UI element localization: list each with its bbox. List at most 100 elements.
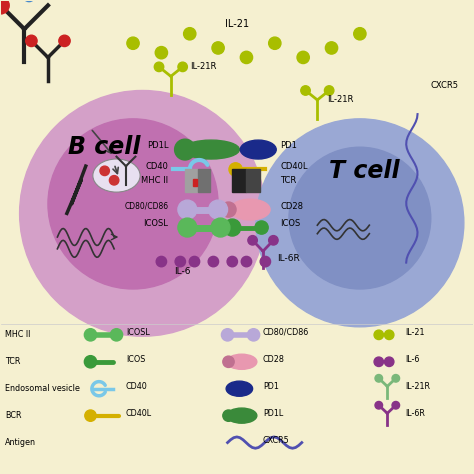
Text: TCR: TCR (281, 176, 297, 185)
Circle shape (208, 256, 219, 267)
Text: CXCR5: CXCR5 (431, 81, 459, 90)
Bar (198, 169, 210, 191)
Circle shape (375, 374, 383, 382)
Circle shape (156, 256, 166, 267)
Text: ICOS: ICOS (126, 355, 146, 364)
Circle shape (289, 147, 431, 289)
Text: CD40: CD40 (126, 382, 148, 391)
Text: CD80/CD86: CD80/CD86 (263, 328, 309, 337)
Circle shape (211, 218, 230, 237)
Text: B cell: B cell (68, 135, 141, 159)
Circle shape (256, 119, 464, 327)
Ellipse shape (221, 202, 236, 217)
Text: PD1L: PD1L (147, 141, 168, 150)
Circle shape (248, 236, 257, 245)
Ellipse shape (240, 140, 276, 159)
Text: Antigen: Antigen (5, 438, 36, 447)
Circle shape (224, 219, 241, 236)
Circle shape (260, 256, 271, 267)
Text: CXCR5: CXCR5 (263, 436, 290, 445)
Circle shape (85, 410, 96, 421)
Circle shape (48, 119, 218, 289)
Text: TCR: TCR (5, 357, 21, 366)
Circle shape (384, 357, 394, 366)
Text: ICOS: ICOS (281, 219, 301, 228)
Text: T cell: T cell (329, 159, 400, 183)
Text: IL-6: IL-6 (405, 355, 419, 364)
Circle shape (354, 27, 366, 40)
Circle shape (109, 175, 119, 185)
Circle shape (324, 86, 334, 95)
Circle shape (155, 46, 167, 59)
Text: IL-21R: IL-21R (405, 382, 430, 391)
Text: IL-21: IL-21 (405, 328, 424, 337)
Text: ICOSL: ICOSL (126, 328, 150, 337)
Ellipse shape (174, 139, 195, 160)
Circle shape (374, 357, 383, 366)
Circle shape (209, 200, 228, 219)
Bar (246, 169, 260, 191)
Text: MHC II: MHC II (141, 176, 168, 185)
Text: CD40L: CD40L (281, 162, 308, 171)
Ellipse shape (223, 356, 234, 367)
Text: PD1: PD1 (281, 141, 297, 150)
Circle shape (374, 330, 383, 339)
Circle shape (269, 37, 281, 49)
Text: Endosomal vesicle: Endosomal vesicle (5, 384, 80, 393)
Circle shape (229, 163, 242, 176)
Circle shape (375, 401, 383, 409)
Circle shape (110, 328, 123, 341)
Circle shape (189, 256, 200, 267)
Circle shape (155, 62, 164, 72)
Text: IL-6R: IL-6R (277, 254, 300, 263)
Circle shape (297, 51, 310, 64)
Circle shape (384, 330, 394, 339)
Circle shape (84, 356, 97, 368)
Text: CD40L: CD40L (126, 409, 152, 418)
Text: CD28: CD28 (263, 355, 285, 364)
Circle shape (227, 256, 237, 267)
Ellipse shape (227, 354, 257, 369)
Bar (192, 179, 197, 186)
Circle shape (84, 328, 97, 341)
Circle shape (392, 401, 400, 409)
Circle shape (241, 256, 252, 267)
Circle shape (269, 236, 278, 245)
Circle shape (178, 218, 197, 237)
Text: BCR: BCR (5, 411, 22, 420)
Circle shape (240, 51, 253, 64)
Ellipse shape (93, 159, 140, 192)
Circle shape (255, 221, 268, 234)
Circle shape (183, 27, 196, 40)
Circle shape (221, 328, 234, 341)
Ellipse shape (227, 408, 257, 423)
Circle shape (178, 200, 197, 219)
Circle shape (392, 374, 400, 382)
Circle shape (100, 166, 109, 175)
Circle shape (127, 37, 139, 49)
Circle shape (175, 256, 185, 267)
Circle shape (19, 91, 265, 336)
Text: IL-21R: IL-21R (327, 95, 353, 104)
Text: IL-6: IL-6 (174, 266, 191, 275)
Circle shape (23, 0, 35, 1)
Ellipse shape (223, 410, 234, 421)
Ellipse shape (226, 381, 253, 396)
Text: IL-6R: IL-6R (405, 409, 425, 418)
Circle shape (26, 35, 37, 46)
Ellipse shape (182, 140, 239, 159)
Text: ICOSL: ICOSL (144, 219, 168, 228)
Text: CD40: CD40 (146, 162, 168, 171)
Ellipse shape (230, 199, 270, 220)
Text: CD80/CD86: CD80/CD86 (124, 202, 168, 211)
Circle shape (212, 42, 224, 54)
Circle shape (0, 0, 9, 14)
Circle shape (301, 86, 310, 95)
Text: PD1L: PD1L (263, 409, 283, 418)
Circle shape (178, 62, 187, 72)
Text: IL-21: IL-21 (225, 19, 249, 29)
Bar (185, 169, 197, 191)
Text: MHC II: MHC II (5, 330, 31, 339)
Bar (232, 169, 246, 191)
Text: IL-21R: IL-21R (190, 63, 216, 72)
